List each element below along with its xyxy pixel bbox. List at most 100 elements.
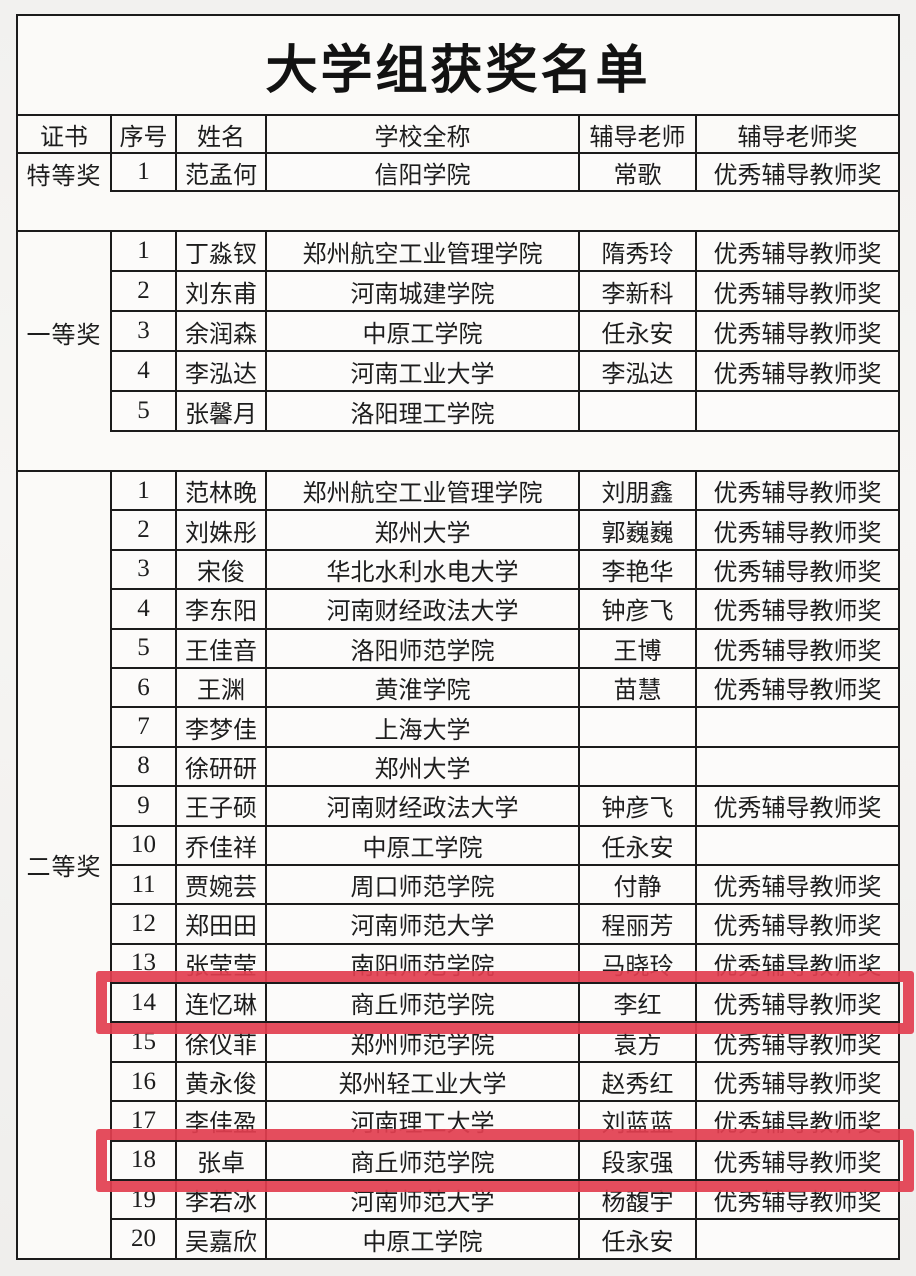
cell-school: 郑州师范学院	[267, 1023, 580, 1061]
cell-school: 中原工学院	[267, 826, 580, 864]
cell-tutor-award: 优秀辅导教师奖	[713, 599, 882, 626]
cell-name: 范孟何	[177, 154, 267, 190]
cell-serial: 3	[112, 550, 177, 589]
column-header-certificate: 证书	[18, 116, 112, 152]
cell-name: 余润森	[177, 312, 267, 350]
cell-tutor: 杨馥宇	[580, 1181, 697, 1219]
table-row: 1 范林晚 郑州航空工业管理学院 刘朋鑫 优秀辅导教师奖	[112, 472, 898, 512]
cell-name: 连忆琳	[177, 984, 267, 1022]
section-gap	[18, 192, 898, 232]
cell-school: 郑州大学	[267, 511, 580, 549]
cell-tutor: 任永安	[580, 826, 697, 864]
cell-serial: 2	[112, 272, 177, 310]
table-row: 7 李梦佳 上海大学	[112, 708, 898, 748]
cell-serial: 5	[112, 392, 177, 430]
cell-name: 王渊	[177, 668, 267, 707]
cell-tutor-award: 优秀辅导教师奖	[713, 1150, 882, 1177]
cell-name: 郑田田	[177, 905, 267, 943]
column-header-school: 学校全称	[267, 116, 580, 152]
cell-serial: 4	[112, 590, 177, 628]
cell-tutor	[580, 708, 697, 746]
cell-school: 郑州航空工业管理学院	[267, 232, 580, 270]
table-row: 18 张卓 商丘师范学院 段家强 优秀辅导教师奖	[96, 1128, 914, 1193]
cell-tutor-award: 优秀辅导教师奖	[713, 281, 882, 308]
cell-serial: 7	[112, 708, 177, 746]
cell-tutor-award	[697, 708, 898, 745]
certificate-section: 一等奖 1 丁淼钗 郑州航空工业管理学院 隋秀玲 优秀辅导教师奖 2 刘东甫 河南城建学院 李新科…	[18, 232, 898, 432]
cell-school: 郑州大学	[267, 747, 580, 786]
cell-serial: 19	[112, 1181, 177, 1219]
cell-tutor-award: 优秀辅导教师奖	[713, 914, 882, 941]
table-row: 2 刘姝彤 郑州大学 郭巍巍 优秀辅导教师奖	[112, 511, 898, 551]
cell-name: 李泓达	[177, 352, 267, 390]
table-row: 1 范孟何 信阳学院 常歌 优秀辅导教师奖	[112, 154, 898, 192]
cell-school: 商丘师范学院	[267, 1141, 580, 1180]
section-rows: 1 范孟何 信阳学院 常歌 优秀辅导教师奖	[112, 154, 898, 192]
cell-tutor-award: 优秀辅导教师奖	[713, 162, 882, 189]
table-row: 4 李东阳 河南财经政法大学 钟彦飞 优秀辅导教师奖	[112, 590, 898, 630]
section-rows: 1 范林晚 郑州航空工业管理学院 刘朋鑫 优秀辅导教师奖 2 刘姝彤 郑州大学 郭巍巍 优秀辅导教…	[96, 472, 914, 1258]
cell-serial: 1	[112, 232, 177, 270]
cell-tutor: 隋秀玲	[580, 232, 697, 270]
table-row: 4 李泓达 河南工业大学 李泓达 优秀辅导教师奖	[112, 352, 898, 392]
cell-tutor: 钟彦飞	[580, 787, 697, 825]
cell-serial: 13	[112, 944, 177, 983]
table-row: 10 乔佳祥 中原工学院 任永安	[112, 826, 898, 866]
cell-tutor: 任永安	[580, 1220, 697, 1258]
cell-serial: 9	[112, 787, 177, 825]
cell-serial: 16	[112, 1062, 177, 1101]
certificate-section: 二等奖 1 范林晚 郑州航空工业管理学院 刘朋鑫 优秀辅导教师奖 2 刘姝彤 郑州大学 郭巍巍 优秀…	[18, 472, 914, 1258]
cell-school: 河南师范大学	[267, 1181, 580, 1219]
cell-tutor: 程丽芳	[580, 905, 697, 943]
table-row: 15 徐仪菲 郑州师范学院 袁方 优秀辅导教师奖	[112, 1023, 898, 1063]
cell-school: 河南财经政法大学	[267, 590, 580, 628]
cell-school: 河南师范大学	[267, 905, 580, 943]
cell-tutor: 李泓达	[580, 352, 697, 390]
certificate-cell: 特等奖	[18, 154, 112, 192]
cell-tutor-award	[697, 392, 898, 430]
cell-name: 刘姝彤	[177, 511, 267, 549]
cell-tutor-award: 优秀辅导教师奖	[713, 559, 882, 586]
cell-tutor-award: 优秀辅导教师奖	[713, 241, 882, 268]
cell-serial: 2	[112, 511, 177, 549]
cell-tutor	[580, 392, 697, 430]
cell-tutor-award: 优秀辅导教师奖	[713, 678, 882, 705]
cell-tutor-award: 优秀辅导教师奖	[713, 1111, 882, 1138]
cell-tutor: 付静	[580, 865, 697, 904]
cell-tutor-award: 优秀辅导教师奖	[713, 321, 882, 348]
column-header-tutor: 辅导老师	[580, 116, 697, 152]
cell-school: 信阳学院	[267, 154, 580, 190]
cell-tutor: 刘蓝蓝	[580, 1102, 697, 1140]
cell-name: 丁淼钗	[177, 232, 267, 270]
table-header-row: 证书 序号 姓名 学校全称 辅导老师 辅导老师奖	[18, 116, 898, 154]
certificate-cell: 一等奖	[18, 232, 112, 432]
cell-name: 徐研研	[177, 747, 267, 786]
table-row: 19 李若冰 河南师范大学 杨馥宇 优秀辅导教师奖	[112, 1181, 898, 1221]
award-table: 大学组获奖名单 证书 序号 姓名 学校全称 辅导老师 辅导老师奖 特等奖 1 范孟何…	[16, 14, 914, 1260]
cell-tutor: 袁方	[580, 1023, 697, 1061]
cell-tutor: 马晓玲	[580, 944, 697, 983]
cell-school: 郑州航空工业管理学院	[267, 472, 580, 510]
cell-school: 商丘师范学院	[267, 984, 580, 1022]
section-gap	[18, 432, 898, 472]
column-header-tutor-award: 辅导老师奖	[737, 124, 858, 151]
table-title-row: 大学组获奖名单	[18, 16, 898, 116]
cell-school: 中原工学院	[267, 1220, 580, 1258]
cell-serial: 12	[112, 905, 177, 943]
cell-tutor-award: 优秀辅导教师奖	[713, 993, 882, 1020]
table-row: 3 宋俊 华北水利水电大学 李艳华 优秀辅导教师奖	[112, 550, 898, 591]
cell-serial: 11	[112, 865, 177, 904]
cell-serial: 1	[112, 472, 177, 510]
cell-serial: 10	[112, 826, 177, 864]
cell-tutor-award: 优秀辅导教师奖	[713, 638, 882, 665]
cell-name: 王子硕	[177, 787, 267, 825]
cell-tutor-award: 优秀辅导教师奖	[713, 1190, 882, 1217]
cell-school: 河南工业大学	[267, 352, 580, 390]
cell-serial: 5	[112, 629, 177, 667]
cell-name: 李若冰	[177, 1181, 267, 1219]
table-row: 13 张莹莹 南阳师范学院 马晓玲 优秀辅导教师奖	[112, 944, 898, 985]
cell-serial: 8	[112, 747, 177, 786]
cell-school: 中原工学院	[267, 312, 580, 350]
